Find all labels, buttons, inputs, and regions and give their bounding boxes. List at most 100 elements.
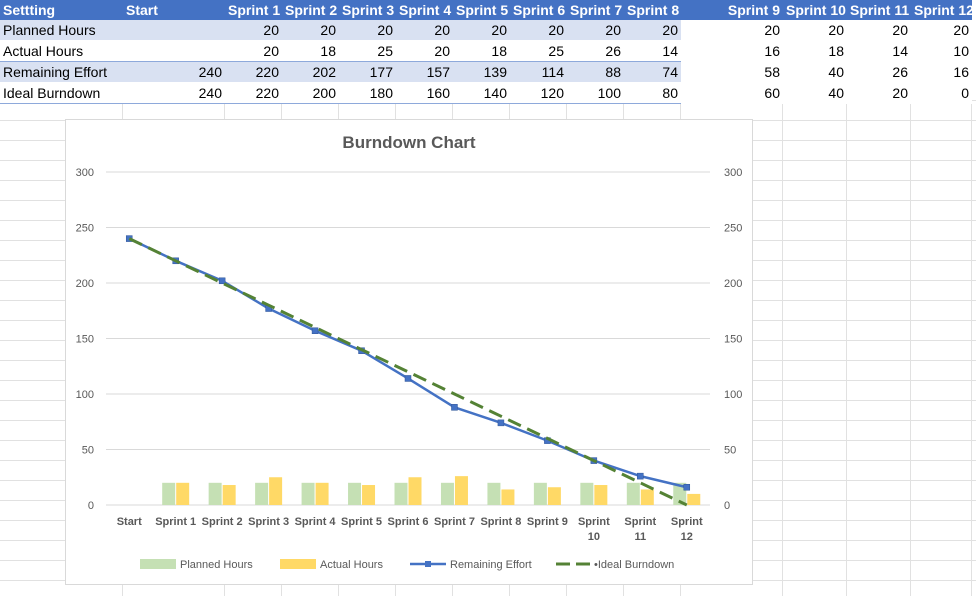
bar-planned-hours — [626, 482, 640, 505]
data-cell[interactable]: 20 — [911, 20, 972, 41]
data-cell[interactable]: 157 — [396, 61, 453, 83]
table-row: Planned Hours 20 20 20 20 20 20 20 20 20 20 20 20 — [0, 20, 972, 41]
y-tick-label: 0 — [88, 500, 94, 512]
header-cell[interactable]: Sprint 5 — [453, 0, 510, 20]
y-tick-label: 50 — [82, 445, 94, 457]
data-cell[interactable]: 20 — [453, 20, 510, 41]
data-cell[interactable]: 16 — [911, 61, 972, 83]
x-tick-label: Sprint 8 — [480, 516, 521, 528]
header-cell[interactable]: Sprint 3 — [339, 0, 396, 20]
bar-actual-hours — [454, 476, 468, 505]
header-cell[interactable]: Sprint 2 — [282, 0, 339, 20]
data-cell[interactable]: 14 — [847, 40, 911, 62]
table-row: Ideal Burndown 240 220 200 180 160 140 120 100 80… — [0, 82, 972, 104]
bar-planned-hours — [487, 482, 501, 505]
data-cell[interactable]: 139 — [453, 61, 510, 83]
header-cell[interactable]: Sprint 11 — [847, 0, 911, 20]
data-cell[interactable]: 14 — [624, 40, 681, 62]
data-cell[interactable]: 10 — [911, 40, 972, 62]
data-cell[interactable]: 20 — [567, 20, 624, 41]
data-cell[interactable]: 20 — [396, 20, 453, 41]
header-cell[interactable]: Sprint 6 — [510, 0, 567, 20]
data-cell[interactable]: 200 — [282, 82, 339, 104]
data-cell[interactable]: 240 — [123, 82, 225, 104]
x-tick-label: 11 — [634, 531, 646, 543]
header-cell[interactable]: Sprint 7 — [567, 0, 624, 20]
data-cell[interactable]: 60 — [681, 82, 783, 104]
bar-planned-hours — [580, 482, 594, 505]
data-cell[interactable]: 74 — [624, 61, 681, 83]
data-cell[interactable]: 18 — [282, 40, 339, 62]
data-cell[interactable] — [123, 20, 225, 41]
data-cell[interactable]: 20 — [510, 20, 567, 41]
data-cell[interactable]: 114 — [510, 61, 567, 83]
data-cell[interactable]: 20 — [783, 20, 847, 41]
data-cell[interactable]: 220 — [225, 82, 282, 104]
bar-actual-hours — [408, 477, 422, 505]
x-tick-label: Sprint — [624, 516, 656, 528]
data-cell[interactable] — [123, 40, 225, 62]
legend-label-planned-hours: Planned Hours — [180, 559, 253, 571]
bar-actual-hours — [315, 482, 329, 505]
data-cell[interactable]: 25 — [510, 40, 567, 62]
bar-planned-hours — [255, 482, 269, 505]
y-tick-label: 200 — [76, 278, 94, 290]
legend-marker-remaining-effort — [425, 561, 431, 567]
header-cell[interactable]: Sprint 1 — [225, 0, 282, 20]
header-cell[interactable]: Sprint 9 — [681, 0, 783, 20]
row-label[interactable]: Ideal Burndown — [0, 82, 123, 104]
y-tick-label: 150 — [76, 334, 94, 346]
data-cell[interactable]: 20 — [847, 20, 911, 41]
bar-planned-hours — [673, 482, 687, 505]
data-cell[interactable]: 18 — [783, 40, 847, 62]
data-cell[interactable]: 58 — [681, 61, 783, 83]
header-cell[interactable]: Sprint 10 — [783, 0, 847, 20]
row-label[interactable]: Actual Hours — [0, 40, 123, 62]
data-cell[interactable]: 120 — [510, 82, 567, 104]
data-cell[interactable]: 20 — [282, 20, 339, 41]
x-tick-label: Sprint 5 — [341, 516, 382, 528]
data-cell[interactable]: 20 — [225, 20, 282, 41]
data-cell[interactable]: 140 — [453, 82, 510, 104]
data-cell[interactable]: 20 — [624, 20, 681, 41]
data-cell[interactable]: 88 — [567, 61, 624, 83]
data-cell[interactable]: 26 — [567, 40, 624, 62]
x-tick-label: Sprint 4 — [295, 516, 337, 528]
data-cell[interactable]: 20 — [681, 20, 783, 41]
header-cell[interactable]: Start — [123, 0, 225, 20]
table-row: Actual Hours 20 18 25 20 18 25 26 14 16 18 14 10 — [0, 40, 972, 62]
row-label[interactable]: Remaining Effort — [0, 61, 123, 83]
data-cell[interactable]: 20 — [225, 40, 282, 62]
data-cell[interactable]: 240 — [123, 61, 225, 83]
data-cell[interactable]: 16 — [681, 40, 783, 62]
data-cell[interactable]: 220 — [225, 61, 282, 83]
data-cell[interactable]: 180 — [339, 82, 396, 104]
data-cell[interactable]: 202 — [282, 61, 339, 83]
data-cell[interactable]: 20 — [396, 40, 453, 62]
point-remaining-effort — [497, 419, 505, 427]
data-cell[interactable]: 26 — [847, 61, 911, 83]
data-cell[interactable]: 160 — [396, 82, 453, 104]
data-cell[interactable]: 40 — [783, 82, 847, 104]
data-cell[interactable]: 80 — [624, 82, 681, 104]
data-cell[interactable]: 100 — [567, 82, 624, 104]
burndown-chart[interactable]: Burndown Chart 0 50 100 150 200 250 300 0 50 100 15… — [65, 119, 753, 585]
y2-tick-label: 100 — [724, 389, 742, 401]
x-tick-label: Sprint 1 — [155, 516, 196, 528]
header-cell[interactable]: Sprint 12 — [911, 0, 972, 20]
data-cell[interactable]: 18 — [453, 40, 510, 62]
data-cell[interactable]: 25 — [339, 40, 396, 62]
legend-swatch-planned-hours — [140, 559, 176, 569]
data-cell[interactable]: 20 — [339, 20, 396, 41]
header-cell[interactable]: Sprint 8 — [624, 0, 681, 20]
data-cell[interactable]: 0 — [911, 82, 972, 104]
row-label[interactable]: Planned Hours — [0, 20, 123, 41]
header-cell[interactable]: Sprint 4 — [396, 0, 453, 20]
y2-tick-label: 200 — [724, 278, 742, 290]
data-cell[interactable]: 177 — [339, 61, 396, 83]
data-cell[interactable]: 40 — [783, 61, 847, 83]
data-cell[interactable]: 20 — [847, 82, 911, 104]
header-cell[interactable]: Settting — [0, 0, 123, 20]
y2-tick-label: 50 — [724, 445, 736, 457]
